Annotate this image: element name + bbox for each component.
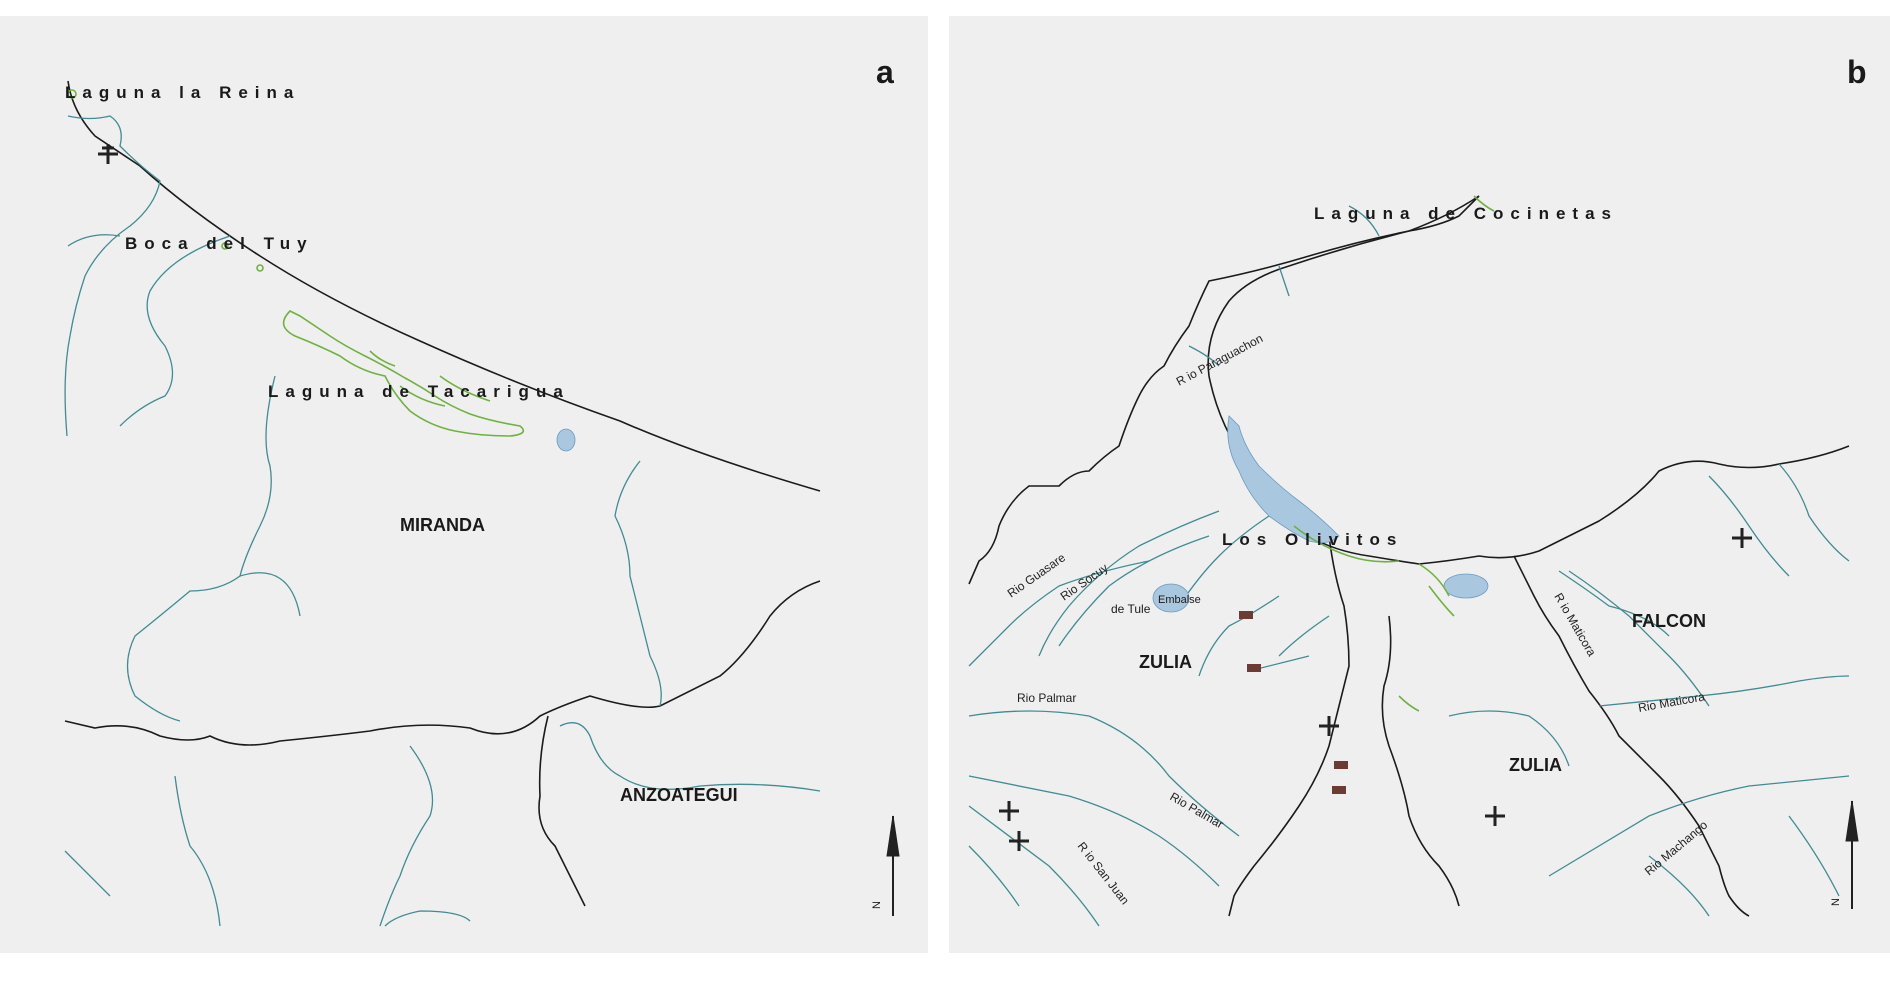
water-embalse-tule: [1152, 583, 1190, 613]
river-b-8: [968, 845, 1020, 907]
lagoon-small-a: [556, 428, 576, 452]
north-label-a: N: [871, 901, 883, 909]
river-palmar: [968, 710, 1240, 837]
water-lagoon-east: [1443, 573, 1489, 599]
map-panel-b: N Laguna de Cocinetas Los Olivitos de Tu…: [949, 16, 1890, 953]
mangrove-patch-tacarigua-2: [369, 350, 491, 407]
river-a-3: [119, 235, 231, 427]
airport-icon-b5: [1732, 528, 1752, 548]
label-laguna-la-reina: Laguna la Reina: [65, 83, 300, 102]
airport-icon-b1: [1319, 716, 1339, 736]
river-a-10: [559, 722, 821, 792]
label-rio-machango: Rio Machango: [1642, 818, 1711, 879]
river-b-19: [1648, 855, 1710, 917]
north-label-b: N: [1830, 898, 1842, 906]
label-los-olivitos: Los Olivitos: [1222, 530, 1403, 549]
river-a-5: [239, 572, 301, 617]
river-san-juan: [968, 805, 1100, 927]
mangrove-dot-1: [67, 89, 77, 99]
panel-letter-a: a: [876, 54, 894, 90]
river-palmar-2: [968, 775, 1220, 887]
airport-icon-b3: [999, 801, 1019, 821]
state-boundary-south: [64, 580, 821, 746]
mangrove-olivitos: [1293, 525, 1455, 617]
label-laguna-tacarigua: Laguna de Tacarigua: [268, 382, 570, 401]
mangrove-cocinetas: [1473, 195, 1495, 212]
river-a-4: [126, 375, 276, 722]
north-arrow-icon-b: [1845, 800, 1859, 909]
label-falcon: FALCON: [1632, 611, 1706, 631]
label-miranda: MIRANDA: [400, 515, 485, 535]
label-embalse: Embalse: [1158, 594, 1201, 606]
mangrove-dot-2: [221, 242, 229, 250]
river-a-1: [64, 115, 161, 437]
river-maticora-2: [1598, 675, 1850, 707]
river-b-13: [1708, 475, 1790, 577]
airport-icon-b4: [1009, 831, 1029, 851]
map-b-canvas: N Laguna de Cocinetas Los Olivitos de Tu…: [968, 54, 1867, 927]
mangrove-dot-3: [256, 264, 264, 272]
water-olivitos: [1227, 415, 1340, 544]
label-zulia-east: ZULIA: [1509, 755, 1562, 775]
river-a-2: [67, 234, 121, 247]
river-b-12: [1558, 570, 1670, 637]
river-b-20: [1788, 815, 1840, 897]
river-guasare: [968, 560, 1150, 667]
river-b-3: [1058, 535, 1210, 647]
river-b-9: [1198, 595, 1280, 677]
river-b-18: [1448, 710, 1570, 767]
label-rio-san-juan: R io San Juan: [1075, 839, 1132, 907]
map-panel-a: N Laguna la Reina Boca del Tuy Laguna de…: [0, 16, 928, 953]
airport-icon-b2: [1485, 806, 1505, 826]
label-anzoategui: ANZOATEGUI: [620, 785, 738, 805]
mangrove-patch-tacarigua: [282, 310, 525, 437]
label-cocinetas: Laguna de Cocinetas: [1314, 204, 1618, 223]
river-b-23: [1188, 345, 1220, 367]
river-b-22: [1278, 265, 1290, 297]
river-b-4: [1178, 515, 1270, 607]
river-a-8: [379, 745, 434, 927]
coastline-peninsula: [968, 195, 1480, 585]
label-rio-maticora-2: Rio Maticora: [1637, 689, 1706, 715]
state-boundary-zulia-2: [1381, 615, 1460, 907]
river-a-7: [174, 775, 221, 927]
factory-icon-2: [1247, 664, 1261, 672]
factory-icon-1: [1239, 611, 1253, 619]
river-a-6: [614, 460, 662, 707]
coastline-gulf: [1207, 195, 1850, 565]
label-rio-paraguachon: R io Paraguachon: [1174, 331, 1265, 388]
label-zulia-west: ZULIA: [1139, 652, 1192, 672]
label-rio-palmar-1: Rio Palmar: [1017, 691, 1076, 705]
river-maticora: [1568, 570, 1710, 707]
map-a-canvas: N Laguna la Reina Boca del Tuy Laguna de…: [64, 54, 900, 927]
state-boundary-falcon: [1513, 555, 1750, 917]
river-a-9: [384, 910, 471, 927]
coastline-a: [67, 80, 821, 492]
label-tule: de Tule: [1111, 602, 1151, 616]
state-boundary-zulia-1: [1228, 535, 1350, 917]
mangrove-river-mouth: [1398, 695, 1420, 712]
river-b-21: [1348, 205, 1380, 237]
label-rio-socuy: Rio Socuy: [1058, 561, 1111, 604]
river-machango: [1548, 775, 1850, 877]
river-b-14: [1778, 463, 1850, 562]
state-boundary-anzoategui: [538, 715, 586, 907]
label-boca-del-tuy: Boca del Tuy: [125, 234, 314, 253]
factory-icon-3: [1334, 761, 1348, 769]
river-socuy: [1038, 510, 1220, 657]
river-a-11: [64, 850, 111, 897]
north-arrow-icon: [886, 815, 900, 916]
airport-icon: [98, 144, 118, 164]
panel-letter-b: b: [1847, 54, 1867, 90]
label-rio-maticora-1: R io Maticora: [1551, 591, 1599, 659]
factory-icon-4: [1332, 786, 1346, 794]
river-b-10: [1278, 615, 1330, 657]
label-rio-palmar-2: Rio Palmar: [1168, 789, 1226, 831]
